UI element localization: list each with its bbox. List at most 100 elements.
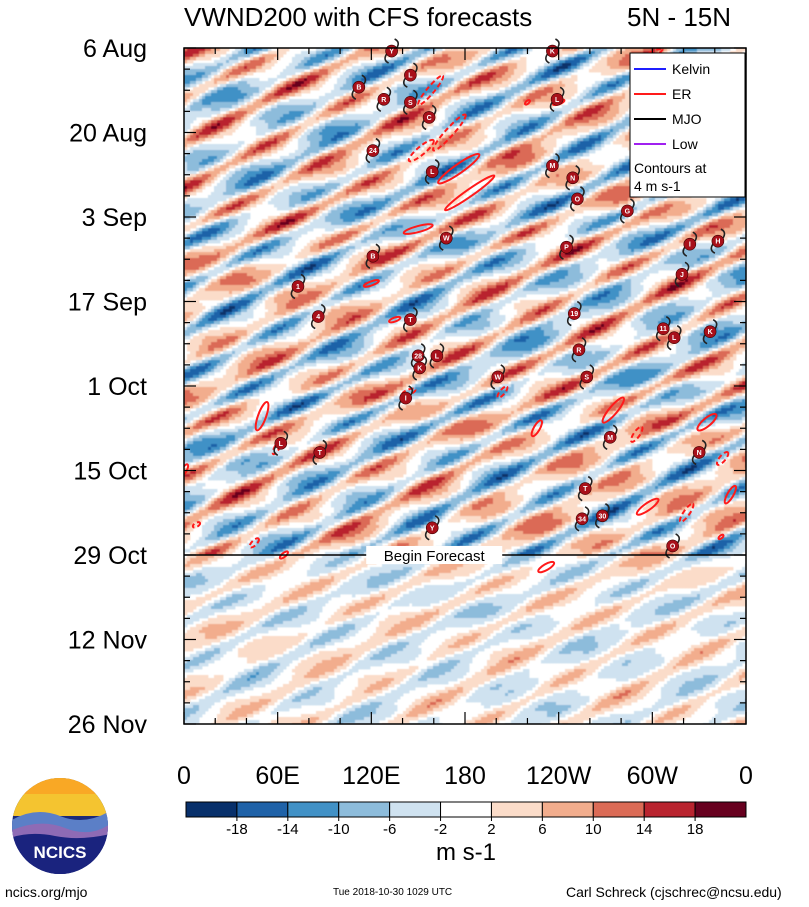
field-cell: [595, 51, 598, 54]
field-cell: [457, 78, 460, 81]
field-cell: [526, 78, 529, 81]
field-cell: [307, 57, 310, 60]
field-cell: [427, 57, 430, 60]
field-cell: [388, 63, 391, 66]
field-cell: [544, 63, 547, 66]
field-cell: [328, 51, 331, 54]
field-cell: [256, 78, 259, 81]
field-cell: [427, 63, 430, 66]
field-cell: [508, 54, 511, 57]
field-cell: [202, 69, 205, 72]
field-cell: [478, 78, 481, 81]
field-cell: [394, 66, 397, 69]
field-cell: [421, 51, 424, 54]
field-cell: [412, 54, 415, 57]
field-cell: [508, 63, 511, 66]
field-cell: [223, 60, 226, 63]
field-cell: [208, 63, 211, 66]
field-cell: [556, 66, 559, 69]
field-cell: [607, 78, 610, 81]
field-cell: [445, 78, 448, 81]
field-cell: [289, 63, 292, 66]
field-cell: [505, 72, 508, 75]
field-cell: [556, 60, 559, 63]
field-cell: [256, 66, 259, 69]
field-cell: [307, 66, 310, 69]
field-cell: [403, 60, 406, 63]
field-cell: [364, 66, 367, 69]
field-cell: [511, 75, 514, 78]
field-cell: [295, 78, 298, 81]
field-cell: [307, 81, 310, 84]
field-cell: [187, 57, 190, 60]
field-cell: [409, 51, 412, 54]
field-cell: [430, 66, 433, 69]
field-cell: [436, 72, 439, 75]
field-cell: [601, 51, 604, 54]
field-cell: [439, 54, 442, 57]
field-cell: [193, 69, 196, 72]
field-cell: [319, 60, 322, 63]
field-cell: [382, 75, 385, 78]
field-cell: [448, 63, 451, 66]
field-cell: [187, 81, 190, 84]
field-cell: [301, 51, 304, 54]
field-cell: [619, 57, 622, 60]
field-cell: [244, 72, 247, 75]
field-cell: [268, 60, 271, 63]
field-cell: [475, 51, 478, 54]
field-cell: [391, 60, 394, 63]
field-cell: [406, 57, 409, 60]
field-cell: [607, 69, 610, 72]
field-cell: [202, 75, 205, 78]
field-cell: [544, 72, 547, 75]
field-cell: [616, 51, 619, 54]
field-cell: [577, 51, 580, 54]
field-cell: [379, 75, 382, 78]
field-cell: [268, 54, 271, 57]
field-cell: [391, 57, 394, 60]
field-cell: [397, 66, 400, 69]
field-cell: [613, 57, 616, 60]
field-cell: [328, 54, 331, 57]
field-cell: [409, 54, 412, 57]
field-cell: [439, 60, 442, 63]
field-cell: [328, 69, 331, 72]
field-cell: [475, 78, 478, 81]
field-cell: [349, 60, 352, 63]
field-cell: [301, 66, 304, 69]
field-cell: [190, 78, 193, 81]
field-cell: [271, 60, 274, 63]
field-cell: [355, 51, 358, 54]
field-cell: [607, 57, 610, 60]
field-cell: [247, 81, 250, 84]
field-cell: [448, 60, 451, 63]
field-cell: [493, 57, 496, 60]
field-cell: [202, 78, 205, 81]
field-cell: [382, 51, 385, 54]
field-cell: [619, 75, 622, 78]
field-cell: [289, 81, 292, 84]
field-cell: [241, 75, 244, 78]
field-cell: [247, 66, 250, 69]
field-cell: [223, 66, 226, 69]
field-cell: [505, 66, 508, 69]
field-cell: [241, 66, 244, 69]
field-cell: [490, 57, 493, 60]
field-cell: [196, 78, 199, 81]
field-cell: [412, 51, 415, 54]
field-cell: [613, 78, 616, 81]
field-cell: [418, 66, 421, 69]
field-cell: [595, 63, 598, 66]
field-cell: [553, 78, 556, 81]
field-cell: [580, 66, 583, 69]
field-cell: [217, 51, 220, 54]
field-cell: [331, 63, 334, 66]
field-cell: [205, 69, 208, 72]
field-cell: [466, 72, 469, 75]
field-cell: [454, 63, 457, 66]
field-cell: [547, 72, 550, 75]
field-cell: [190, 72, 193, 75]
field-cell: [460, 51, 463, 54]
field-cell: [211, 81, 214, 84]
